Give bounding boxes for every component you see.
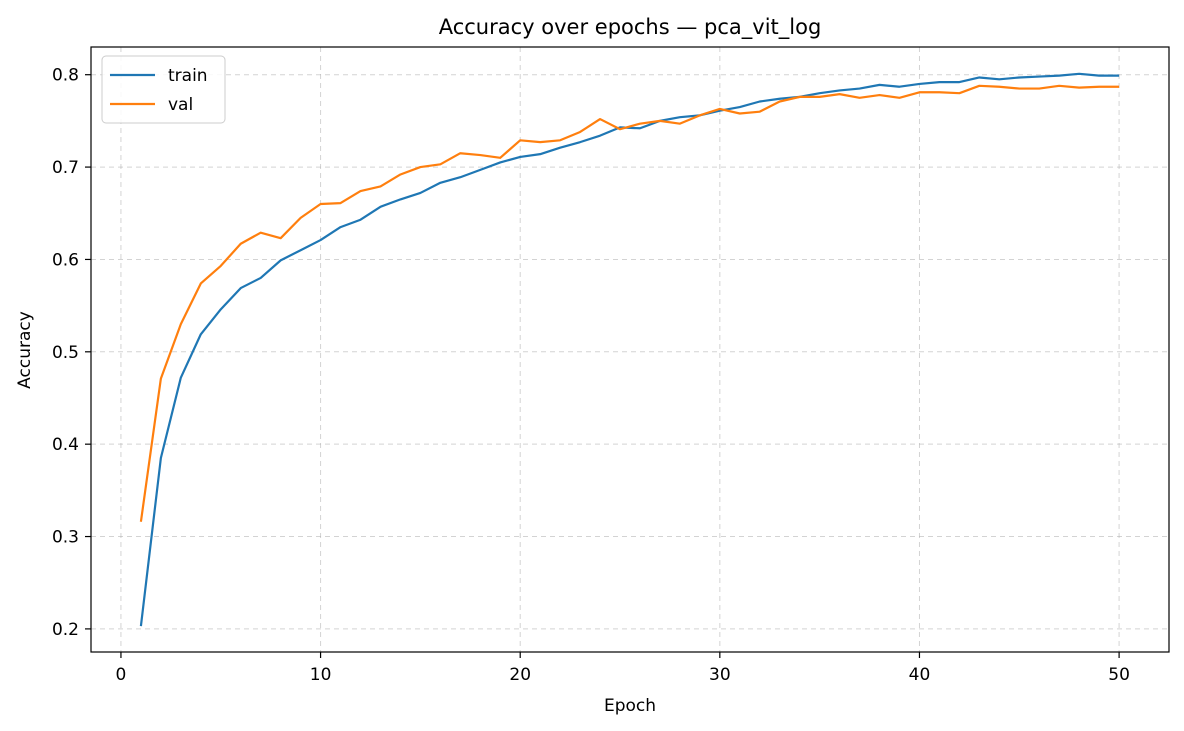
y-tick-label: 0.6 — [52, 250, 79, 270]
x-tick-label: 0 — [116, 665, 127, 685]
grid-lines — [91, 47, 1169, 652]
y-tick-label: 0.4 — [52, 435, 79, 455]
legend-box — [101, 55, 226, 124]
y-tick-label: 0.3 — [52, 528, 79, 548]
legend: train val — [101, 55, 226, 124]
y-tick-label: 0.2 — [52, 620, 79, 640]
plot-frame — [90, 46, 1170, 653]
x-axis-ticks: 0 10 20 30 40 50 — [116, 652, 1130, 685]
y-tick-label: 0.5 — [52, 343, 79, 363]
y-tick-label: 0.7 — [52, 158, 79, 178]
x-axis-label: Epoch — [604, 696, 656, 716]
chart-title: Accuracy over epochs — pca_vit_log — [439, 15, 822, 40]
y-tick-label: 0.8 — [52, 66, 79, 86]
x-tick-label: 20 — [509, 665, 531, 685]
series-line-val — [139, 84, 1120, 522]
series-line-train — [139, 72, 1120, 627]
x-tick-label: 50 — [1108, 665, 1130, 685]
y-axis-label: Accuracy — [15, 311, 35, 389]
legend-train-label: train — [168, 66, 208, 86]
legend-val-label: val — [168, 95, 193, 115]
x-tick-label: 10 — [310, 665, 332, 685]
y-axis-ticks: 0.2 0.3 0.4 0.5 0.6 0.7 0.8 — [52, 66, 91, 640]
series-lines — [139, 72, 1120, 627]
x-tick-label: 30 — [709, 665, 731, 685]
x-tick-label: 40 — [909, 665, 931, 685]
